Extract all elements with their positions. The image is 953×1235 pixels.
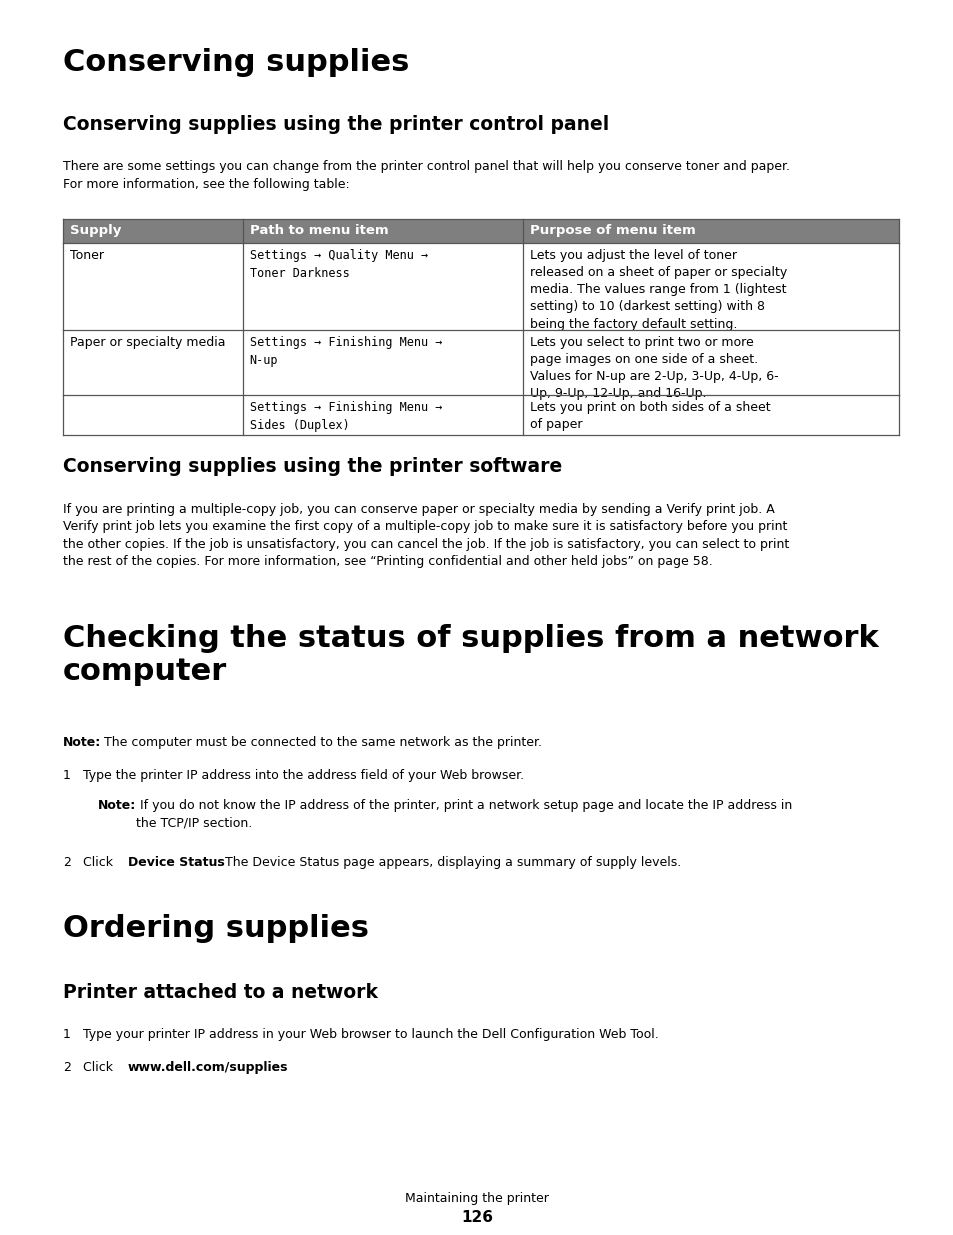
Text: There are some settings you can change from the printer control panel that will : There are some settings you can change f…	[63, 161, 789, 191]
Text: Printer attached to a network: Printer attached to a network	[63, 983, 377, 1002]
Text: 2: 2	[63, 856, 71, 869]
Text: Lets you print on both sides of a sheet
of paper: Lets you print on both sides of a sheet …	[529, 400, 770, 431]
Text: Click: Click	[83, 1061, 117, 1073]
Text: Conserving supplies using the printer control panel: Conserving supplies using the printer co…	[63, 115, 609, 133]
Text: Type your printer IP address in your Web browser to launch the Dell Configuratio: Type your printer IP address in your Web…	[83, 1029, 659, 1041]
Text: 2: 2	[63, 1061, 71, 1073]
Text: . The Device Status page appears, displaying a summary of supply levels.: . The Device Status page appears, displa…	[217, 856, 680, 869]
Text: If you do not know the IP address of the printer, print a network setup page and: If you do not know the IP address of the…	[135, 799, 791, 829]
Text: Click: Click	[83, 856, 117, 869]
Text: Device Status: Device Status	[128, 856, 225, 869]
Text: Toner: Toner	[70, 248, 104, 262]
Text: 1: 1	[63, 768, 71, 782]
Text: Settings → Finishing Menu →
Sides (Duplex): Settings → Finishing Menu → Sides (Duple…	[250, 400, 441, 432]
Bar	[63, 395, 898, 435]
Text: Type the printer IP address into the address field of your Web browser.: Type the printer IP address into the add…	[83, 768, 523, 782]
Text: Supply: Supply	[70, 225, 121, 237]
Text: Lets you select to print two or more
page images on one side of a sheet.
Values : Lets you select to print two or more pag…	[529, 336, 778, 400]
Bar	[63, 330, 898, 395]
Text: Lets you adjust the level of toner
released on a sheet of paper or specialty
med: Lets you adjust the level of toner relea…	[529, 248, 786, 331]
Text: Settings → Quality Menu →
Toner Darkness: Settings → Quality Menu → Toner Darkness	[250, 248, 427, 280]
Text: Checking the status of supplies from a network
computer: Checking the status of supplies from a n…	[63, 625, 878, 685]
Text: Purpose of menu item: Purpose of menu item	[529, 225, 695, 237]
Bar	[63, 219, 898, 243]
Text: www.dell.com/supplies: www.dell.com/supplies	[128, 1061, 288, 1073]
Text: Note:: Note:	[63, 736, 101, 750]
Text: Maintaining the printer: Maintaining the printer	[405, 1192, 548, 1205]
Bar	[63, 243, 898, 330]
Text: Conserving supplies: Conserving supplies	[63, 48, 409, 77]
Text: Note:: Note:	[98, 799, 136, 813]
Text: Path to menu item: Path to menu item	[250, 225, 388, 237]
Text: Paper or specialty media: Paper or specialty media	[70, 336, 225, 348]
Text: Settings → Finishing Menu →
N-up: Settings → Finishing Menu → N-up	[250, 336, 441, 367]
Text: Ordering supplies: Ordering supplies	[63, 914, 369, 944]
Text: The computer must be connected to the same network as the printer.: The computer must be connected to the sa…	[100, 736, 542, 750]
Text: 1: 1	[63, 1029, 71, 1041]
Text: 126: 126	[460, 1210, 493, 1225]
Text: If you are printing a multiple-copy job, you can conserve paper or specialty med: If you are printing a multiple-copy job,…	[63, 503, 788, 568]
Text: .: .	[273, 1061, 276, 1073]
Text: Conserving supplies using the printer software: Conserving supplies using the printer so…	[63, 457, 561, 477]
